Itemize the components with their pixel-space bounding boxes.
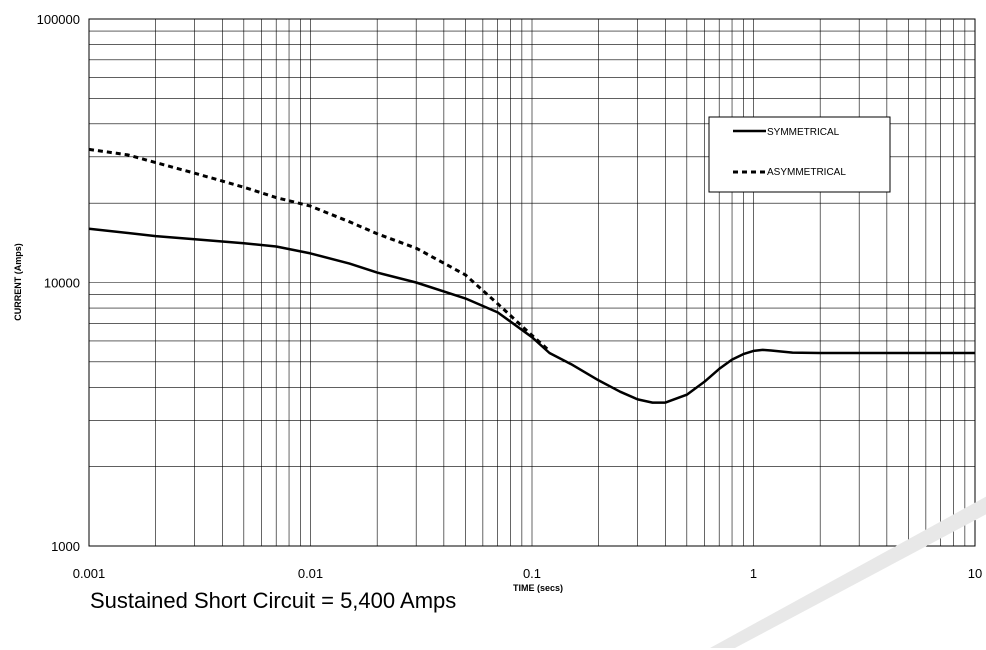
legend-label-asymmetrical: ASYMMETRICAL: [767, 167, 846, 178]
series-layer: [88, 147, 975, 404]
x-tick-label: 0.1: [523, 566, 541, 581]
x-tick-labels: 0.001 0.01 0.1 1 10: [73, 566, 983, 581]
plot-area-frame: [88, 18, 976, 547]
x-tick-label: 0.01: [298, 566, 323, 581]
footnote: Sustained Short Circuit = 5,400 Amps: [90, 588, 457, 613]
chart: 0.001 0.01 0.1 1 10 1000 10000 100000 TIME (se…: [13, 12, 983, 593]
series-line-asymmetrical: [88, 147, 551, 353]
x-axis-title: TIME (secs): [513, 583, 563, 593]
legend: SYMMETRICAL ASYMMETRICAL: [708, 116, 891, 193]
series-line-symmetrical: [88, 227, 975, 404]
x-tick-label: 10: [968, 566, 982, 581]
legend-box: [708, 116, 891, 193]
y-tick-label: 10000: [44, 276, 80, 291]
y-tick-labels: 1000 10000 100000: [37, 12, 80, 554]
gridlines: [89, 19, 975, 546]
y-tick-label: 100000: [37, 12, 80, 27]
x-tick-label: 1: [750, 566, 757, 581]
y-axis-title: CURRENT (Amps): [13, 243, 23, 321]
legend-label-symmetrical: SYMMETRICAL: [767, 127, 840, 138]
y-tick-label: 1000: [51, 539, 80, 554]
x-tick-label: 0.001: [73, 566, 106, 581]
